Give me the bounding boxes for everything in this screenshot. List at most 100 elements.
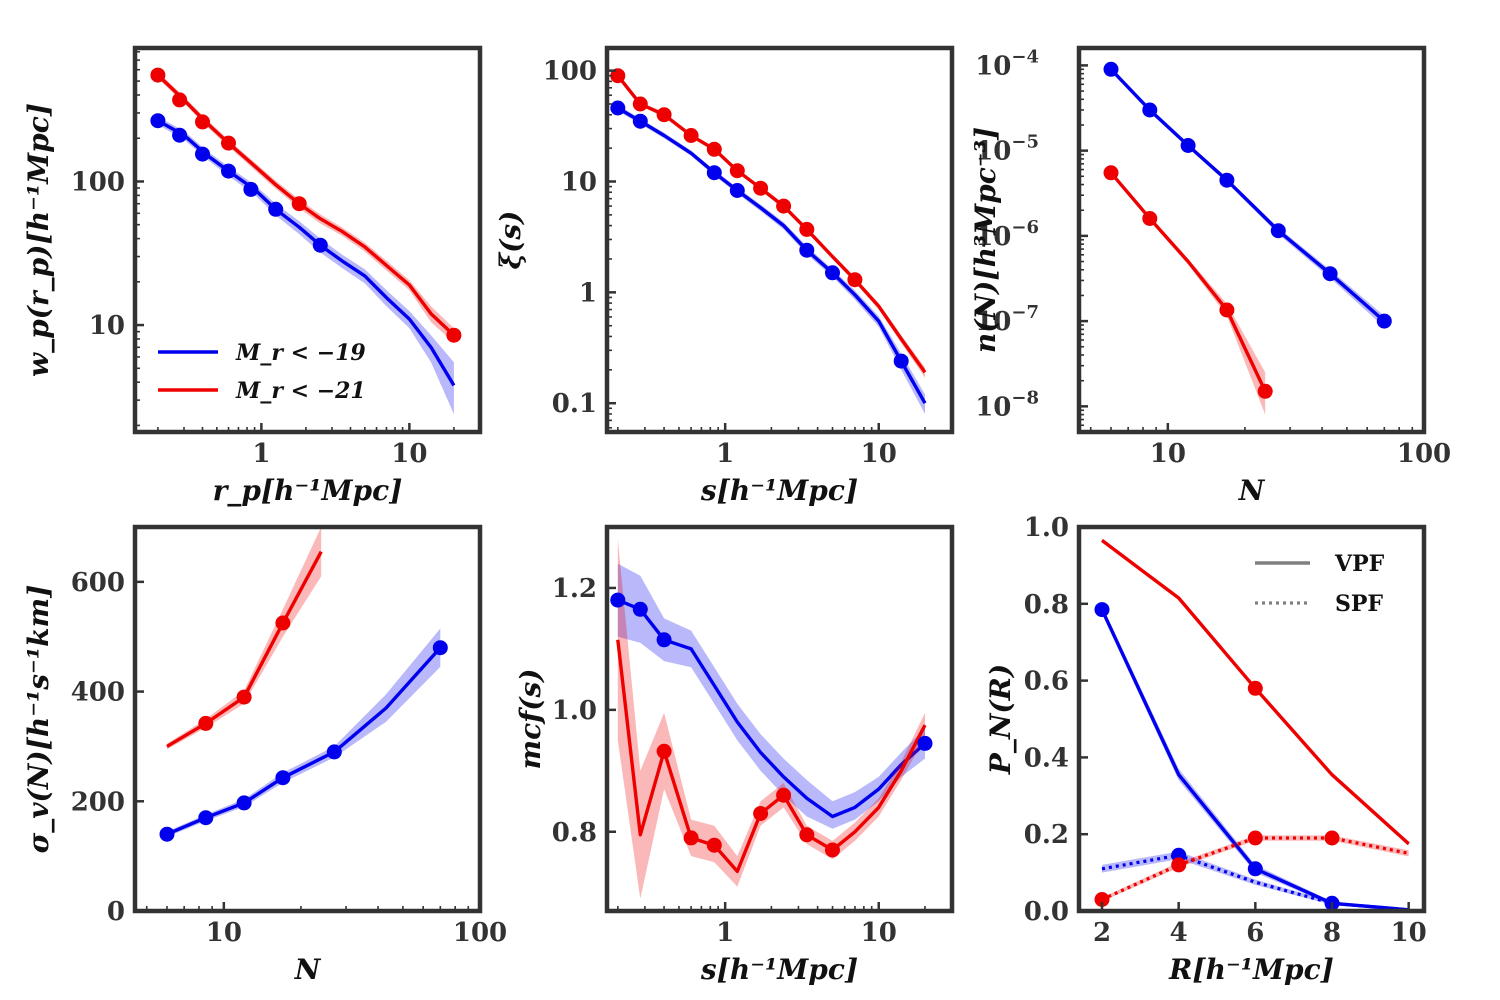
- x-tick-label: 100: [1397, 439, 1451, 469]
- nN-series-red-point: [1219, 302, 1235, 318]
- nN-series-blue-point: [1219, 172, 1235, 188]
- y-tick-label: 1: [579, 278, 597, 308]
- y-tick-label: 1.0: [1024, 513, 1069, 543]
- x-axis-label: R[h⁻¹Mpc]: [1168, 953, 1334, 986]
- xi-series-red-point: [799, 221, 815, 237]
- y-axis-label: w_p(r_p)[h⁻¹Mpc]: [22, 103, 55, 377]
- xi-series-blue-line: [616, 106, 927, 405]
- nN-series-blue-point: [1270, 223, 1286, 239]
- x-tick-label: 1: [716, 439, 734, 469]
- y-tick-label: 1.0: [552, 696, 597, 726]
- nN-series-red-band: [1111, 170, 1266, 415]
- sigv-series-red-point: [236, 689, 252, 705]
- x-tick-label: 6: [1246, 918, 1264, 948]
- nN-series-blue-point: [1103, 61, 1119, 77]
- nN-series-blue-point: [1376, 313, 1392, 329]
- y-tick-label: 0: [107, 897, 125, 927]
- nN-series-red-point: [1142, 211, 1158, 226]
- y-tick-label: 10−7: [975, 302, 1039, 337]
- wp-series-blue-point: [243, 181, 259, 197]
- mcf-series-blue-band: [617, 563, 925, 829]
- panel-xi: 1 10 0.1 1 10 100 s[h⁻¹Mpc] ξ(s): [494, 45, 955, 507]
- wp-series-red-point: [446, 327, 462, 343]
- sigv-series-red-point: [198, 715, 214, 731]
- PN-series-red-dotted-point: [1171, 857, 1187, 873]
- x-tick-label: 1: [716, 918, 734, 948]
- x-tick-label: 10: [1391, 918, 1427, 948]
- legend-magnitude: M_r < −19 M_r < −21: [158, 340, 366, 404]
- xi-series-blue-point: [706, 165, 722, 181]
- sigv-series-blue-point: [326, 744, 342, 760]
- xi-series-blue-point: [632, 113, 648, 129]
- xi-series-red-point: [753, 180, 769, 196]
- panel-wp: 1 10 10 100 r_p[h⁻¹Mpc] w_p(r_p)[h⁻¹Mpc] M_r <…: [22, 45, 483, 507]
- y-tick-base: 10: [975, 137, 1011, 167]
- y-tick-label: 200: [71, 787, 125, 817]
- xi-series-red-point: [706, 141, 722, 157]
- x-tick-label: 10: [391, 439, 427, 469]
- y-tick-label: 0.2: [1024, 820, 1069, 850]
- mcf-series-red-line: [616, 639, 927, 874]
- xi-series-red-point: [632, 96, 648, 112]
- xi-series-blue-point: [893, 353, 909, 369]
- y-tick-exponent: −6: [1011, 217, 1039, 238]
- y-axis-label: P_N(R): [984, 664, 1017, 775]
- y-axis-label: mcf(s): [514, 669, 547, 770]
- x-axis-label: r_p[h⁻¹Mpc]: [213, 474, 403, 507]
- x-tick-label: 100: [453, 918, 507, 948]
- y-tick-label: 0.4: [1024, 743, 1069, 773]
- axes-frame: [132, 524, 483, 914]
- y-tick-label: 0.8: [1024, 590, 1069, 620]
- x-tick-label: 2: [1093, 918, 1111, 948]
- y-tick-exponent: −5: [1011, 132, 1039, 153]
- panel-PN: 2 4 6 8 10 0.0 0.2 0.4 0.6 0.8 1.0 R[h⁻¹Mpc] P_N(R) V…: [984, 513, 1427, 986]
- y-tick-exponent: −8: [1011, 387, 1039, 408]
- axes-frame: [604, 524, 955, 914]
- axes-frame: [1076, 524, 1427, 914]
- y-tick-label: 0.0: [1024, 897, 1069, 927]
- sigv-series-blue-point: [236, 795, 252, 811]
- wp-series-red-line: [156, 73, 456, 337]
- y-tick-label: 0.1: [552, 389, 597, 419]
- y-tick-label: 1.2: [552, 574, 597, 604]
- y-tick-label: 600: [71, 568, 125, 598]
- x-tick-label: 10: [861, 439, 897, 469]
- y-tick-label: 100: [543, 57, 597, 87]
- plot-area: [616, 539, 927, 899]
- y-tick-label: 400: [71, 678, 125, 708]
- wp-series-red-point: [172, 92, 188, 108]
- y-tick-label: 10−4: [975, 46, 1039, 81]
- sigv-series-red-band: [167, 527, 322, 750]
- mcf-series-blue-point: [656, 632, 672, 648]
- sigv-series-blue-band: [167, 628, 441, 837]
- xi-series-red-point: [776, 198, 792, 214]
- nN-series-red-line: [1109, 171, 1267, 393]
- nN-series-blue-point: [1322, 266, 1338, 282]
- PN-series-red-dotted-point: [1247, 830, 1263, 846]
- mcf-series-red-point: [799, 827, 815, 843]
- PN-series-blue-dotted-band: [1102, 851, 1409, 911]
- x-tick-label: 4: [1170, 918, 1188, 948]
- PN-series-blue-point: [1094, 602, 1110, 618]
- y-tick-base: 10: [975, 307, 1011, 337]
- legend-label-blue: M_r < −19: [235, 340, 366, 366]
- sigv-series-blue-point: [432, 640, 448, 656]
- y-tick-label: 10: [89, 311, 125, 341]
- xi-series-red-point: [656, 107, 672, 123]
- mcf-series-red-point: [656, 743, 672, 759]
- x-tick-label: 8: [1323, 918, 1341, 948]
- mcf-series-red-point: [683, 830, 699, 846]
- panel-sigv: 10 100 0 200 400 600 Nσ_v(N)[h⁻¹s⁻¹km]: [22, 524, 507, 986]
- y-tick-label: 10−6: [975, 217, 1039, 252]
- mcf-series-red-point: [776, 787, 792, 803]
- y-tick-exponent: −4: [1011, 46, 1039, 67]
- mcf-series-red-point: [825, 842, 840, 858]
- PN-series-red-dotted-point: [1094, 892, 1110, 907]
- sigv-series-blue-point: [159, 826, 175, 842]
- mcf-series-blue-point: [632, 601, 648, 617]
- wp-series-blue-point: [195, 146, 210, 162]
- plot-area: [616, 73, 927, 414]
- xi-series-red-point: [729, 163, 745, 179]
- panel-mcf: 1 10 0.8 1.0 1.2 s[h⁻¹Mpc] mcf(s): [514, 524, 955, 986]
